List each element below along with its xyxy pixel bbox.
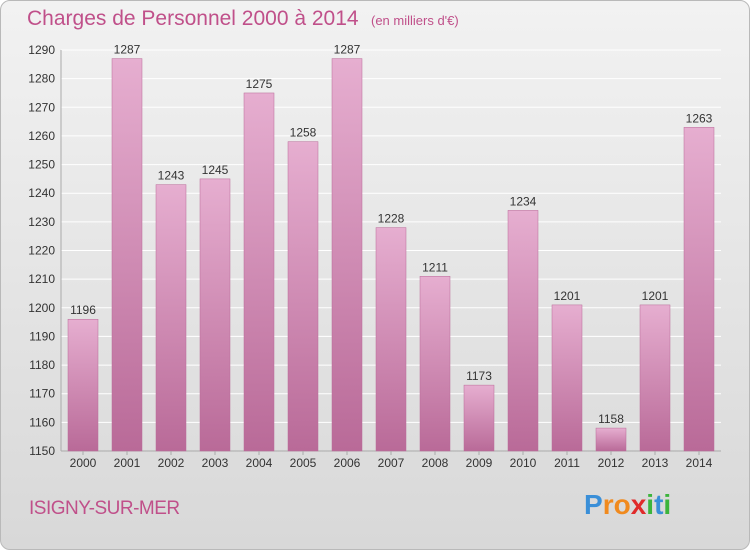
data-label: 1173 (466, 369, 492, 383)
data-label: 1211 (422, 260, 448, 274)
logo-letter: r (602, 489, 614, 520)
x-tick-label: 2003 (202, 456, 229, 470)
y-tick-label: 1230 (28, 215, 55, 229)
chart-title: Charges de Personnel 2000 à 2014 (27, 7, 359, 30)
x-tick-label: 2002 (158, 456, 185, 470)
bar-2010 (507, 210, 539, 452)
x-tick-label: 2009 (466, 456, 493, 470)
x-tick-label: 2006 (334, 456, 361, 470)
data-label: 1201 (642, 289, 669, 303)
data-label: 1245 (202, 163, 229, 177)
data-label: 1201 (554, 289, 581, 303)
logo-letter: t (654, 489, 664, 520)
x-tick-label: 2000 (70, 456, 97, 470)
y-tick-label: 1280 (28, 72, 55, 86)
x-tick-label: 2005 (290, 456, 317, 470)
logo-letter: i (663, 489, 672, 520)
bar-2004 (243, 92, 275, 452)
proxiti-logo[interactable]: Proxiti (584, 489, 671, 521)
y-tick-label: 1270 (28, 100, 55, 114)
x-tick-label: 2011 (554, 456, 580, 470)
x-tick-label: 2014 (686, 456, 713, 470)
bars (67, 58, 715, 452)
data-label: 1228 (378, 212, 405, 226)
bar-2013 (639, 304, 671, 452)
logo-letter: o (613, 489, 631, 520)
y-tick-label: 1180 (29, 358, 55, 372)
logo-letter: x (630, 489, 647, 520)
bar-2002 (155, 184, 187, 452)
y-tick-label: 1200 (28, 301, 55, 315)
data-labels: 1196 1287 1243 1245 1275 1258 1287 1228 1211 1173… (70, 43, 713, 426)
bar-2011 (551, 304, 583, 452)
y-tick-label: 1160 (29, 415, 55, 429)
bar-2005 (287, 141, 319, 452)
data-label: 1263 (686, 111, 713, 125)
data-label: 1158 (598, 412, 624, 426)
chart-subtitle: (en milliers d'€) (371, 13, 459, 28)
x-tick-label: 2004 (246, 456, 273, 470)
bar-2006 (331, 58, 363, 452)
bar-2000 (67, 318, 99, 452)
y-tick-label: 1260 (28, 129, 55, 143)
data-label: 1243 (158, 169, 185, 183)
data-label: 1287 (334, 43, 361, 57)
logo-letter: P (584, 489, 603, 520)
y-axis-ticks: 1150 1160 1170 1180 1190 1200 1210 1220 1230 1240… (28, 43, 55, 458)
bar-2007 (375, 227, 407, 452)
data-label: 1196 (70, 303, 96, 317)
x-axis-ticks: 2000 2001 2002 2003 2004 2005 2006 2007 2008 2009… (70, 451, 713, 470)
logo-letter: i (646, 489, 655, 520)
bar-2001 (111, 58, 143, 452)
x-tick-label: 2007 (378, 456, 405, 470)
bar-2008 (419, 276, 451, 452)
y-tick-label: 1190 (29, 329, 55, 343)
x-tick-label: 2008 (422, 456, 449, 470)
x-tick-label: 2010 (510, 456, 537, 470)
bar-2009 (463, 384, 495, 452)
y-tick-label: 1150 (29, 444, 55, 458)
y-tick-label: 1250 (28, 158, 55, 172)
data-label: 1287 (114, 43, 141, 57)
y-tick-label: 1220 (28, 244, 55, 258)
y-tick-label: 1170 (29, 387, 55, 401)
x-tick-label: 2012 (598, 456, 625, 470)
data-label: 1258 (290, 126, 317, 140)
data-label: 1234 (510, 194, 537, 208)
bar-2003 (199, 178, 231, 452)
commune-name: ISIGNY-SUR-MER (29, 498, 180, 519)
y-tick-label: 1290 (28, 43, 55, 57)
y-tick-label: 1240 (28, 186, 55, 200)
x-tick-label: 2013 (642, 456, 669, 470)
y-tick-label: 1210 (28, 272, 55, 286)
bar-2014 (683, 127, 715, 452)
data-label: 1275 (246, 77, 273, 91)
x-tick-label: 2001 (114, 456, 141, 470)
bar-2012 (595, 427, 627, 452)
